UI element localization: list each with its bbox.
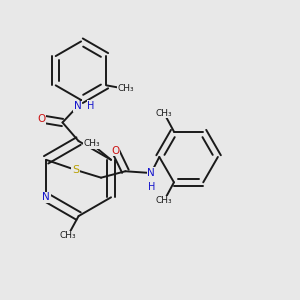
Text: H: H bbox=[87, 101, 95, 111]
Text: CH₃: CH₃ bbox=[59, 231, 76, 240]
Text: CH₃: CH₃ bbox=[156, 109, 172, 118]
Text: S: S bbox=[72, 165, 79, 175]
Text: N: N bbox=[74, 101, 81, 111]
Text: H: H bbox=[148, 182, 155, 192]
Text: N: N bbox=[147, 168, 155, 178]
Text: CH₃: CH₃ bbox=[118, 84, 134, 93]
Text: N: N bbox=[42, 192, 50, 202]
Text: CH₃: CH₃ bbox=[83, 139, 100, 148]
Text: O: O bbox=[111, 146, 119, 155]
Text: CH₃: CH₃ bbox=[156, 196, 172, 206]
Text: O: O bbox=[37, 114, 45, 124]
